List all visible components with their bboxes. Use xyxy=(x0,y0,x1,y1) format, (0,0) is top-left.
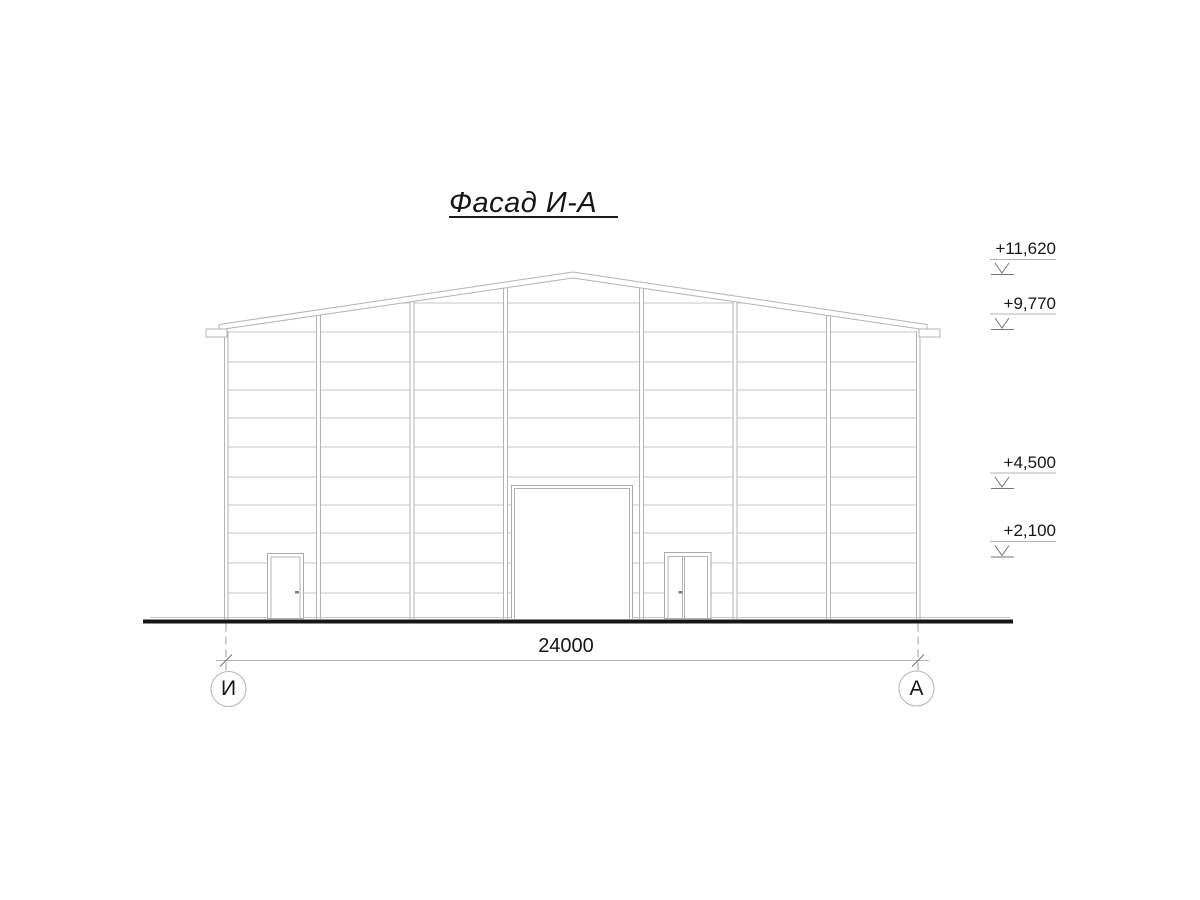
wall-edges xyxy=(224,329,921,619)
columns xyxy=(316,287,831,619)
elevation-label-eave: +9,770 xyxy=(1003,294,1056,313)
dimension-tick-left xyxy=(219,654,233,667)
axis-circle-left xyxy=(210,671,247,707)
elevation-arrow-icon xyxy=(994,317,1010,329)
elevation-marker-11620 xyxy=(990,259,1056,275)
door-left xyxy=(267,553,304,619)
roof-outline xyxy=(218,271,928,330)
left-gutter xyxy=(205,328,228,338)
elevation-arrow-icon xyxy=(994,476,1010,488)
drawing-title: Фасад И-А xyxy=(449,189,619,218)
door-right xyxy=(664,552,712,619)
door-handle-icon xyxy=(295,591,299,594)
elevation-marker-4500 xyxy=(990,472,1056,489)
elevation-marker-9770 xyxy=(990,313,1056,330)
axis-label-left: И xyxy=(220,676,237,700)
axis-circle-right xyxy=(898,670,935,707)
axis-label-right: А xyxy=(909,676,924,700)
elevation-marker-2100 xyxy=(990,541,1056,558)
dimension-total-label: 24000 xyxy=(538,635,594,657)
overhead-gate xyxy=(511,485,633,619)
right-gutter xyxy=(918,328,941,338)
elevation-label-gate-top: +4,500 xyxy=(1003,453,1056,472)
elevation-arrow-icon xyxy=(994,262,1010,274)
elevation-label-ridge: +11,620 xyxy=(995,239,1056,258)
dimension-string xyxy=(210,623,935,707)
dimension-tick-right xyxy=(911,654,925,667)
elevation-label-door-top: +2,100 xyxy=(1003,521,1056,540)
elevation-arrow-icon xyxy=(994,545,1010,557)
door-handle-icon xyxy=(678,591,683,594)
